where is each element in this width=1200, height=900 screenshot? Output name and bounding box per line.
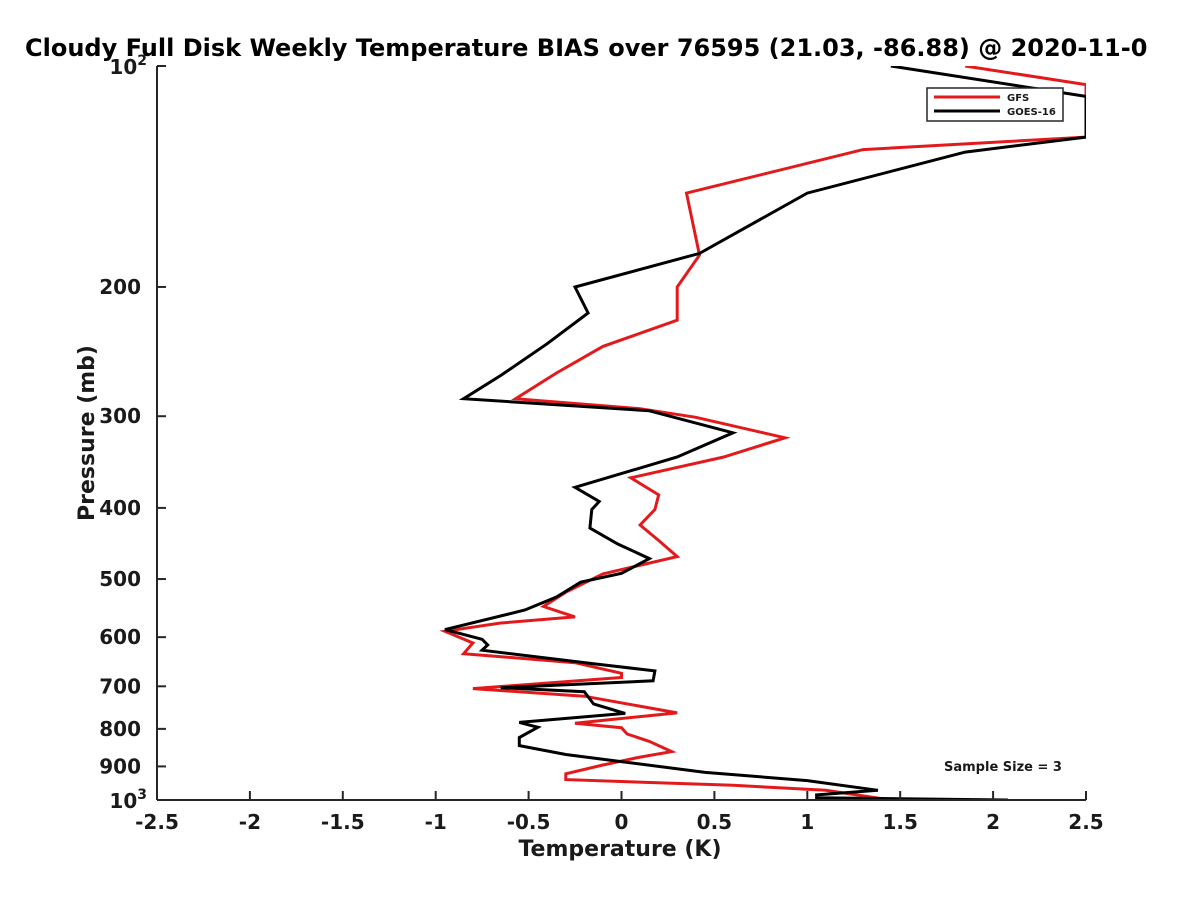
y-tick-label: 200 [99, 275, 141, 299]
x-tick-label: 0 [615, 810, 629, 834]
x-tick-label: -1.5 [321, 810, 365, 834]
x-axis: -2.5 -2 -1.5 -1 -0.5 0 0.5 1 1.5 2 2.5 [135, 791, 1104, 834]
y-tick-label: 500 [99, 567, 141, 591]
x-tick-label: -1 [425, 810, 447, 834]
y-tick-label-bottom: 103 [109, 787, 147, 813]
y-tick-label: 300 [99, 404, 141, 428]
x-axis-label: Temperature (K) [518, 837, 721, 862]
y-tick-label-top: 102 [109, 53, 147, 79]
y-tick-label: 900 [99, 754, 141, 778]
y-axis-label: Pressure (mb) [75, 345, 100, 521]
y-tick-label: 400 [99, 496, 141, 520]
x-tick-label: -0.5 [507, 810, 551, 834]
y-tick-label: 800 [99, 717, 141, 741]
chart-title: Cloudy Full Disk Weekly Temperature BIAS… [25, 34, 1147, 62]
series-line-gfs [439, 66, 1086, 800]
x-tick-label: -2.5 [135, 810, 179, 834]
y-tick-label: 600 [99, 625, 141, 649]
x-tick-label: 1.5 [882, 810, 917, 834]
x-tick-label: -2 [239, 810, 261, 834]
plot-area [439, 66, 1086, 800]
legend-box [926, 87, 1064, 122]
legend-label-gfs: GFS [1007, 93, 1029, 104]
x-tick-label: 2 [986, 810, 1000, 834]
y-axis: 200 300 400 500 600 700 800 900 102 103 [99, 53, 166, 813]
x-tick-label: 2.5 [1068, 810, 1103, 834]
y-tick-label: 700 [99, 674, 141, 698]
series-line-goes-16 [444, 66, 1086, 800]
legend-label-goes-16: GOES-16 [1007, 107, 1056, 118]
sample-size-annotation: Sample Size = 3 [944, 760, 1062, 775]
x-tick-label: 0.5 [697, 810, 732, 834]
x-tick-label: 1 [800, 810, 814, 834]
legend: GFS GOES-16 [926, 87, 1064, 122]
